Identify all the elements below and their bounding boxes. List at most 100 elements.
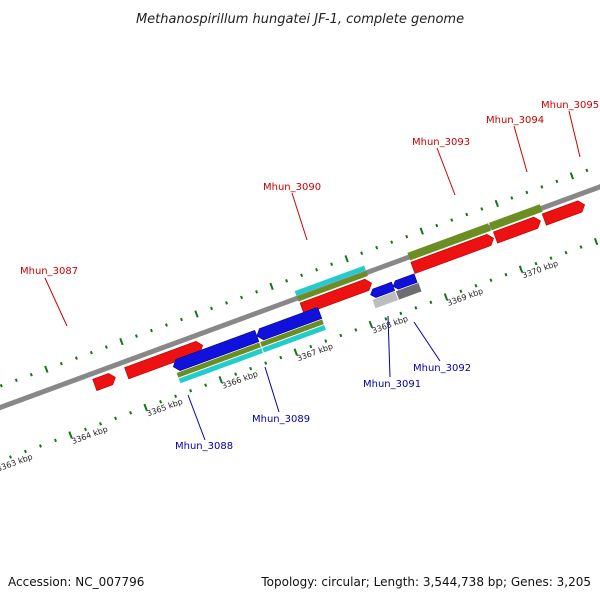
gene-label-forward[interactable]: Mhun_3094 xyxy=(486,115,544,126)
minor-tick xyxy=(399,311,403,316)
minor-tick xyxy=(189,388,193,393)
major-tick xyxy=(593,237,599,246)
major-tick xyxy=(218,376,223,384)
reverse-cds-arrow[interactable] xyxy=(255,306,323,341)
reverse-gray-feature xyxy=(395,282,422,300)
major-tick xyxy=(194,310,199,318)
reverse-cds-arrow[interactable] xyxy=(369,281,396,299)
accession-text: Accession: NC_007796 xyxy=(8,575,144,589)
minor-tick xyxy=(29,372,33,377)
minor-tick xyxy=(180,317,183,322)
reverse-olive-feature xyxy=(176,342,261,378)
minor-tick xyxy=(549,256,553,260)
forward-cds-arrow[interactable] xyxy=(124,340,205,380)
minor-tick xyxy=(555,179,559,184)
forward-cds-arrow[interactable] xyxy=(92,372,118,391)
tick-label: 3366 kbp xyxy=(221,369,259,390)
minor-tick xyxy=(39,444,42,448)
tick-label: 3368 kbp xyxy=(371,314,409,335)
gene-label-forward[interactable]: Mhun_3090 xyxy=(263,182,321,193)
tick-label: 3363 kbp xyxy=(0,452,34,473)
topology-text: Topology: circular; Length: 3,544,738 bp… xyxy=(260,575,591,589)
major-tick xyxy=(344,255,349,263)
minor-tick xyxy=(210,306,213,311)
major-tick xyxy=(419,227,424,235)
minor-tick xyxy=(74,356,78,360)
forward-cds-arrow[interactable] xyxy=(493,215,542,244)
major-tick xyxy=(494,199,499,208)
minor-tick xyxy=(99,422,102,426)
genome-backbone xyxy=(0,114,600,431)
reverse-leaders xyxy=(187,315,441,441)
reverse-cyan-feature xyxy=(178,348,264,384)
forward-olive-feature xyxy=(407,223,491,261)
minor-tick xyxy=(0,384,3,388)
minor-tick xyxy=(159,400,163,404)
minor-tick xyxy=(324,339,328,343)
minor-tick xyxy=(585,168,589,173)
minor-tick xyxy=(564,250,568,255)
minor-tick xyxy=(149,328,153,333)
minor-tick xyxy=(59,361,63,366)
major-tick xyxy=(368,320,373,329)
minor-tick xyxy=(234,372,238,376)
minor-tick xyxy=(459,289,463,294)
minor-tick xyxy=(435,223,439,228)
minor-tick xyxy=(54,438,57,443)
minor-tick xyxy=(465,212,469,217)
reverse-cds-arrow[interactable] xyxy=(171,329,260,372)
minor-tick xyxy=(129,411,133,415)
map-title: Methanospirillum hungatei JF-1, complete… xyxy=(136,12,464,27)
gene-label-forward[interactable]: Mhun_3087 xyxy=(20,266,78,277)
minor-tick xyxy=(339,333,343,338)
minor-tick xyxy=(579,245,583,249)
major-tick xyxy=(443,293,449,301)
forward-cds-arrow[interactable] xyxy=(541,199,586,226)
minor-tick xyxy=(24,449,27,454)
minor-tick xyxy=(264,361,268,365)
minor-tick xyxy=(474,283,478,288)
major-tick xyxy=(518,265,524,273)
minor-tick xyxy=(534,261,538,266)
minor-tick xyxy=(390,240,394,244)
major-tick xyxy=(119,337,124,346)
minor-tick xyxy=(240,295,244,300)
major-tick xyxy=(44,365,49,373)
tick-label: 3364 kbp xyxy=(70,425,108,446)
tick-label: 3369 kbp xyxy=(446,286,484,307)
reverse-cds-arrow[interactable] xyxy=(392,273,418,291)
forward-cds-arrow[interactable] xyxy=(410,233,496,274)
minor-tick xyxy=(309,344,313,349)
major-tick xyxy=(569,172,575,180)
minor-tick xyxy=(354,328,358,332)
minor-tick xyxy=(279,355,283,360)
minor-tick xyxy=(540,185,544,189)
minor-tick xyxy=(165,323,168,327)
gene-label-forward[interactable]: Mhun_3095 xyxy=(541,100,599,111)
minor-tick xyxy=(89,350,93,355)
gene-label-reverse[interactable]: Mhun_3091 xyxy=(363,379,421,390)
gene-label-reverse[interactable]: Mhun_3089 xyxy=(252,414,310,425)
gene-label-reverse[interactable]: Mhun_3092 xyxy=(413,363,471,374)
minor-tick xyxy=(84,427,87,432)
minor-tick xyxy=(225,301,228,305)
gene-label-reverse[interactable]: Mhun_3088 xyxy=(175,441,233,452)
minor-tick xyxy=(525,190,529,195)
major-tick xyxy=(68,431,73,439)
major-tick xyxy=(143,403,148,411)
reverse-olive-feature xyxy=(260,319,324,347)
gene-label-forward[interactable]: Mhun_3093 xyxy=(412,137,470,148)
minor-tick xyxy=(174,394,178,398)
major-tick xyxy=(293,348,298,356)
minor-tick xyxy=(204,383,208,387)
forward-leaders xyxy=(44,110,581,327)
top-tick-track xyxy=(0,168,589,388)
minor-tick xyxy=(300,273,304,278)
minor-tick xyxy=(14,378,18,383)
bottom-tick-track xyxy=(8,237,599,459)
tick-label: 3367 kbp xyxy=(296,342,334,363)
minor-tick xyxy=(375,245,379,250)
minor-tick xyxy=(414,306,418,310)
minor-tick xyxy=(360,251,364,255)
minor-tick xyxy=(249,366,253,371)
